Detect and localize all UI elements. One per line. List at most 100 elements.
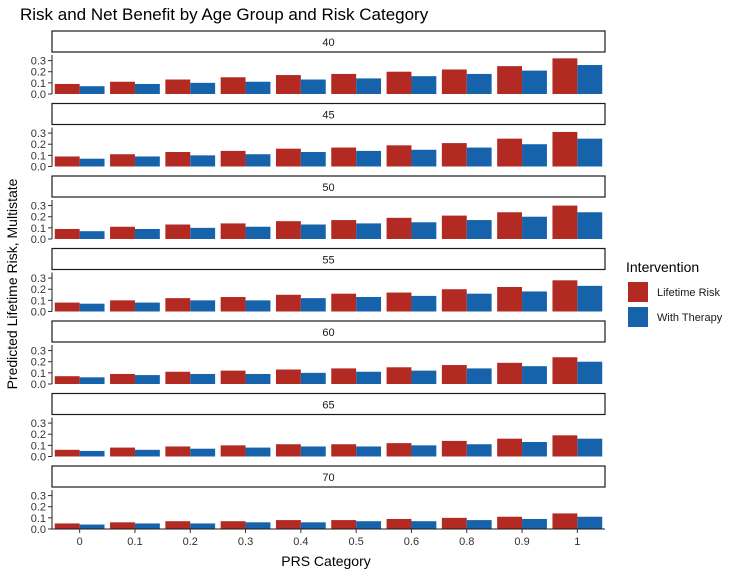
facet-strip bbox=[51, 30, 606, 53]
x-tick-label: 0.9 bbox=[514, 536, 529, 548]
bar-with-therapy bbox=[79, 158, 105, 167]
y-tick-label: 0.3 bbox=[31, 273, 46, 285]
facet-strip-label: 55 bbox=[322, 255, 334, 267]
bar-lifetime-risk bbox=[331, 147, 357, 167]
bar-with-therapy bbox=[577, 285, 603, 312]
bar-with-therapy bbox=[134, 449, 160, 457]
bar-lifetime-risk bbox=[497, 286, 523, 312]
legend-key-with-therapy bbox=[628, 307, 648, 327]
y-tick-label: 0.2 bbox=[31, 212, 46, 224]
facet-55: 55 0.00.10.20.3 bbox=[31, 247, 606, 319]
bar-with-therapy bbox=[134, 302, 160, 312]
bar-lifetime-risk bbox=[220, 445, 246, 457]
bar-with-therapy bbox=[522, 70, 547, 94]
facet-40: 40 0.00.10.20.3 bbox=[31, 30, 606, 101]
bar-lifetime-risk bbox=[331, 520, 357, 529]
bar-with-therapy bbox=[134, 523, 160, 529]
bar-with-therapy bbox=[79, 524, 105, 529]
bar-lifetime-risk bbox=[552, 357, 578, 384]
y-tick-label: 0.1 bbox=[31, 440, 46, 452]
bar-lifetime-risk bbox=[552, 205, 578, 239]
bar-lifetime-risk bbox=[386, 145, 412, 167]
y-tick-label: 0.3 bbox=[31, 56, 46, 68]
facet-50: 50 0.00.10.20.3 bbox=[31, 175, 606, 246]
bar-lifetime-risk bbox=[220, 77, 246, 94]
y-tick-label: 0.3 bbox=[31, 491, 46, 503]
bar-with-therapy bbox=[411, 445, 437, 457]
bar-lifetime-risk bbox=[165, 521, 191, 529]
x-tick-label: 1 bbox=[574, 536, 580, 548]
bar-lifetime-risk bbox=[331, 368, 357, 384]
bar-with-therapy bbox=[466, 444, 492, 457]
bar-with-therapy bbox=[245, 447, 271, 457]
facet-strip-label: 70 bbox=[322, 472, 334, 484]
bar-with-therapy bbox=[300, 372, 326, 384]
facet-60: 60 0.00.10.20.3 bbox=[31, 320, 606, 391]
bar-lifetime-risk bbox=[331, 220, 357, 239]
bar-with-therapy bbox=[577, 361, 603, 384]
bar-with-therapy bbox=[245, 373, 271, 384]
bar-with-therapy bbox=[300, 522, 326, 529]
bar-lifetime-risk bbox=[220, 297, 246, 312]
facet-strip bbox=[51, 392, 606, 416]
bar-lifetime-risk bbox=[110, 226, 135, 239]
bar-lifetime-risk bbox=[220, 370, 246, 384]
bar-with-therapy bbox=[356, 78, 382, 94]
y-tick-label: 0.2 bbox=[31, 284, 46, 296]
bar-with-therapy bbox=[79, 450, 105, 457]
y-tick-label: 0.2 bbox=[31, 502, 46, 514]
bar-with-therapy bbox=[411, 295, 437, 312]
x-axis-title: PRS Category bbox=[281, 553, 370, 569]
bar-lifetime-risk bbox=[552, 58, 578, 94]
bar-with-therapy bbox=[411, 76, 437, 94]
bar-lifetime-risk bbox=[110, 373, 135, 384]
bar-lifetime-risk bbox=[441, 289, 467, 312]
y-tick-label: 0.0 bbox=[31, 452, 46, 464]
bar-with-therapy bbox=[411, 521, 437, 529]
bar-lifetime-risk bbox=[165, 371, 191, 384]
bar-with-therapy bbox=[300, 446, 326, 457]
y-tick-label: 0.0 bbox=[31, 234, 46, 246]
bar-with-therapy bbox=[356, 521, 382, 529]
y-tick-label: 0.1 bbox=[31, 368, 46, 380]
bar-with-therapy bbox=[134, 83, 160, 94]
bar-with-therapy bbox=[356, 223, 382, 239]
bar-with-therapy bbox=[300, 224, 326, 239]
facet-strip bbox=[51, 320, 606, 343]
bar-with-therapy bbox=[300, 79, 326, 94]
facet-65: 65 0.00.10.20.3 bbox=[31, 392, 606, 464]
bar-lifetime-risk bbox=[441, 215, 467, 239]
bar-lifetime-risk bbox=[54, 228, 80, 239]
bar-with-therapy bbox=[356, 150, 382, 167]
bar-lifetime-risk bbox=[441, 69, 467, 94]
bar-with-therapy bbox=[577, 516, 603, 529]
bar-with-therapy bbox=[190, 82, 216, 94]
bar-with-therapy bbox=[245, 522, 271, 529]
bar-with-therapy bbox=[522, 442, 547, 457]
bar-with-therapy bbox=[300, 152, 326, 167]
y-tick-label: 0.0 bbox=[31, 162, 46, 174]
bar-lifetime-risk bbox=[497, 138, 523, 167]
bar-lifetime-risk bbox=[386, 518, 412, 529]
bar-lifetime-risk bbox=[110, 81, 135, 94]
bar-lifetime-risk bbox=[552, 513, 578, 529]
x-axis: 0 0.1 0.2 0.3 0.4 0.5 0.6 0.8 0.9 1 bbox=[77, 529, 580, 548]
bar-with-therapy bbox=[79, 231, 105, 239]
bar-lifetime-risk bbox=[54, 376, 80, 384]
bar-with-therapy bbox=[190, 300, 216, 312]
bar-lifetime-risk bbox=[275, 221, 301, 239]
y-tick-label: 0.3 bbox=[31, 201, 46, 213]
bar-with-therapy bbox=[79, 377, 105, 384]
bar-lifetime-risk bbox=[386, 367, 412, 384]
chart-title: Risk and Net Benefit by Age Group and Ri… bbox=[20, 5, 429, 24]
bar-with-therapy bbox=[245, 81, 271, 94]
facet-strip-label: 50 bbox=[322, 182, 334, 194]
y-axis-title: Predicted Lifetime Risk, Multistate bbox=[4, 178, 20, 389]
bar-lifetime-risk bbox=[110, 447, 135, 457]
bar-with-therapy bbox=[411, 370, 437, 384]
bar-with-therapy bbox=[245, 300, 271, 312]
bar-with-therapy bbox=[134, 156, 160, 167]
x-tick-label: 0.3 bbox=[238, 536, 253, 548]
bar-with-therapy bbox=[466, 73, 492, 94]
bar-with-therapy bbox=[79, 86, 105, 94]
